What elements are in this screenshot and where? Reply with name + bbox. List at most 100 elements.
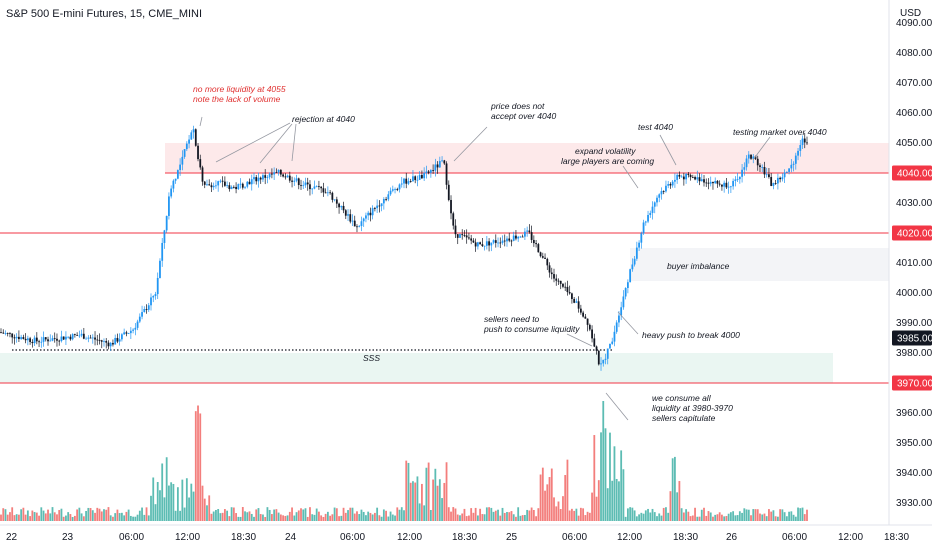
candle-body: [170, 188, 173, 197]
candle-body: [447, 184, 450, 200]
volume-bar: [98, 508, 101, 521]
candle-body: [60, 336, 63, 342]
volume-bar: [667, 512, 670, 521]
candle-body: [179, 164, 182, 171]
volume-bar: [309, 507, 311, 521]
volume-bar: [488, 507, 490, 521]
candle-body: [696, 177, 699, 180]
candle-body: [161, 242, 164, 261]
volume-bar: [33, 512, 36, 521]
volume-bar: [468, 515, 470, 521]
price-axis[interactable]: 3930.00 3940.00 3950.00 3960.00 3970.00 3980.…: [896, 18, 932, 509]
candle-body: [644, 221, 647, 223]
candle-body: [145, 309, 148, 310]
volume-bar: [465, 516, 468, 521]
volume-bar: [288, 511, 291, 521]
candle-body: [792, 163, 795, 165]
candle-body: [132, 329, 134, 331]
time-axis[interactable]: 22 23 06:00 12:00 18:30 24 06:00 12:00 18:30 25 06…: [6, 532, 909, 543]
volume-bar: [293, 515, 296, 521]
candle-body: [201, 167, 204, 182]
volume-bar: [425, 467, 428, 521]
candle-body: [783, 172, 786, 178]
volume-bar: [503, 512, 506, 521]
candle-body: [322, 188, 325, 193]
candle-body: [400, 183, 403, 185]
candle-body: [127, 333, 130, 334]
volume-bar: [329, 515, 332, 521]
candle-body: [362, 218, 365, 222]
candle-body: [212, 185, 215, 188]
candle-body: [694, 177, 696, 180]
volume-bar: [228, 516, 231, 521]
candle-body: [651, 206, 654, 213]
candle-body: [716, 180, 719, 184]
candle-body: [497, 242, 499, 244]
candle-body: [235, 186, 237, 190]
volume-bar: [586, 511, 589, 521]
volume-bar: [443, 482, 446, 521]
candle-body: [745, 158, 748, 168]
volume-bar: [750, 515, 752, 521]
volume-bar: [62, 516, 65, 521]
volume-bar: [515, 516, 517, 521]
candle-body: [499, 242, 502, 244]
time-tick-label: 22: [6, 532, 18, 543]
volume-bar: [297, 510, 300, 521]
volume-bar: [219, 513, 222, 521]
volume-bar: [790, 511, 793, 521]
volume-bar: [226, 510, 229, 521]
candle-body: [38, 341, 40, 343]
volume-bar: [792, 514, 795, 521]
volume-bar: [201, 485, 204, 521]
buyer-imbalance-zone: [630, 248, 889, 281]
candle-body: [80, 333, 83, 336]
candle-body: [577, 301, 580, 309]
volume-bar: [197, 405, 199, 521]
time-tick-label: 26: [726, 532, 738, 543]
volume-bar: [176, 487, 179, 521]
volume-bar: [494, 510, 497, 521]
volume-bar: [78, 507, 81, 521]
candle-body: [324, 192, 327, 194]
volume-bar: [127, 509, 130, 521]
volume-bar: [65, 515, 67, 521]
volume-bar: [4, 509, 7, 521]
volume-bar: [776, 516, 779, 521]
candle-body: [152, 296, 155, 298]
volume-bar: [479, 508, 482, 521]
annotation-lack-volume: note the lack of volume: [193, 94, 281, 104]
candle-body: [100, 340, 103, 342]
candle-body: [302, 185, 305, 187]
volume-bar: [761, 514, 764, 521]
price-tick-label: 4000.00: [896, 288, 932, 299]
candle-body: [344, 210, 347, 216]
volume-bar: [732, 511, 735, 521]
volume-bar: [752, 509, 755, 521]
volume-bar: [163, 497, 166, 521]
price-tag: [892, 330, 932, 346]
volume-bar: [524, 514, 526, 521]
candle-body: [376, 205, 379, 209]
candle-body: [67, 336, 70, 338]
volume-bar: [112, 516, 114, 521]
candle-body: [593, 338, 596, 347]
candle-body: [454, 225, 457, 235]
volume-bar: [103, 509, 105, 521]
candle-body: [754, 156, 757, 159]
volume-bar: [150, 495, 152, 521]
candle-body: [803, 138, 806, 143]
price-tag: [892, 375, 932, 391]
volume-bar: [624, 516, 627, 521]
volume-bar: [566, 459, 569, 521]
candle-body: [678, 174, 681, 177]
candle-body: [165, 215, 168, 231]
sss-zone: [0, 353, 833, 383]
candle-body: [548, 265, 551, 273]
candle-body: [51, 338, 54, 341]
volume-bar: [788, 511, 790, 521]
candle-body: [532, 239, 535, 244]
candle-body: [382, 198, 385, 204]
candle-body: [257, 177, 260, 182]
chart-title: S&P 500 E-mini Futures, 15, CME_MINI: [6, 8, 202, 20]
